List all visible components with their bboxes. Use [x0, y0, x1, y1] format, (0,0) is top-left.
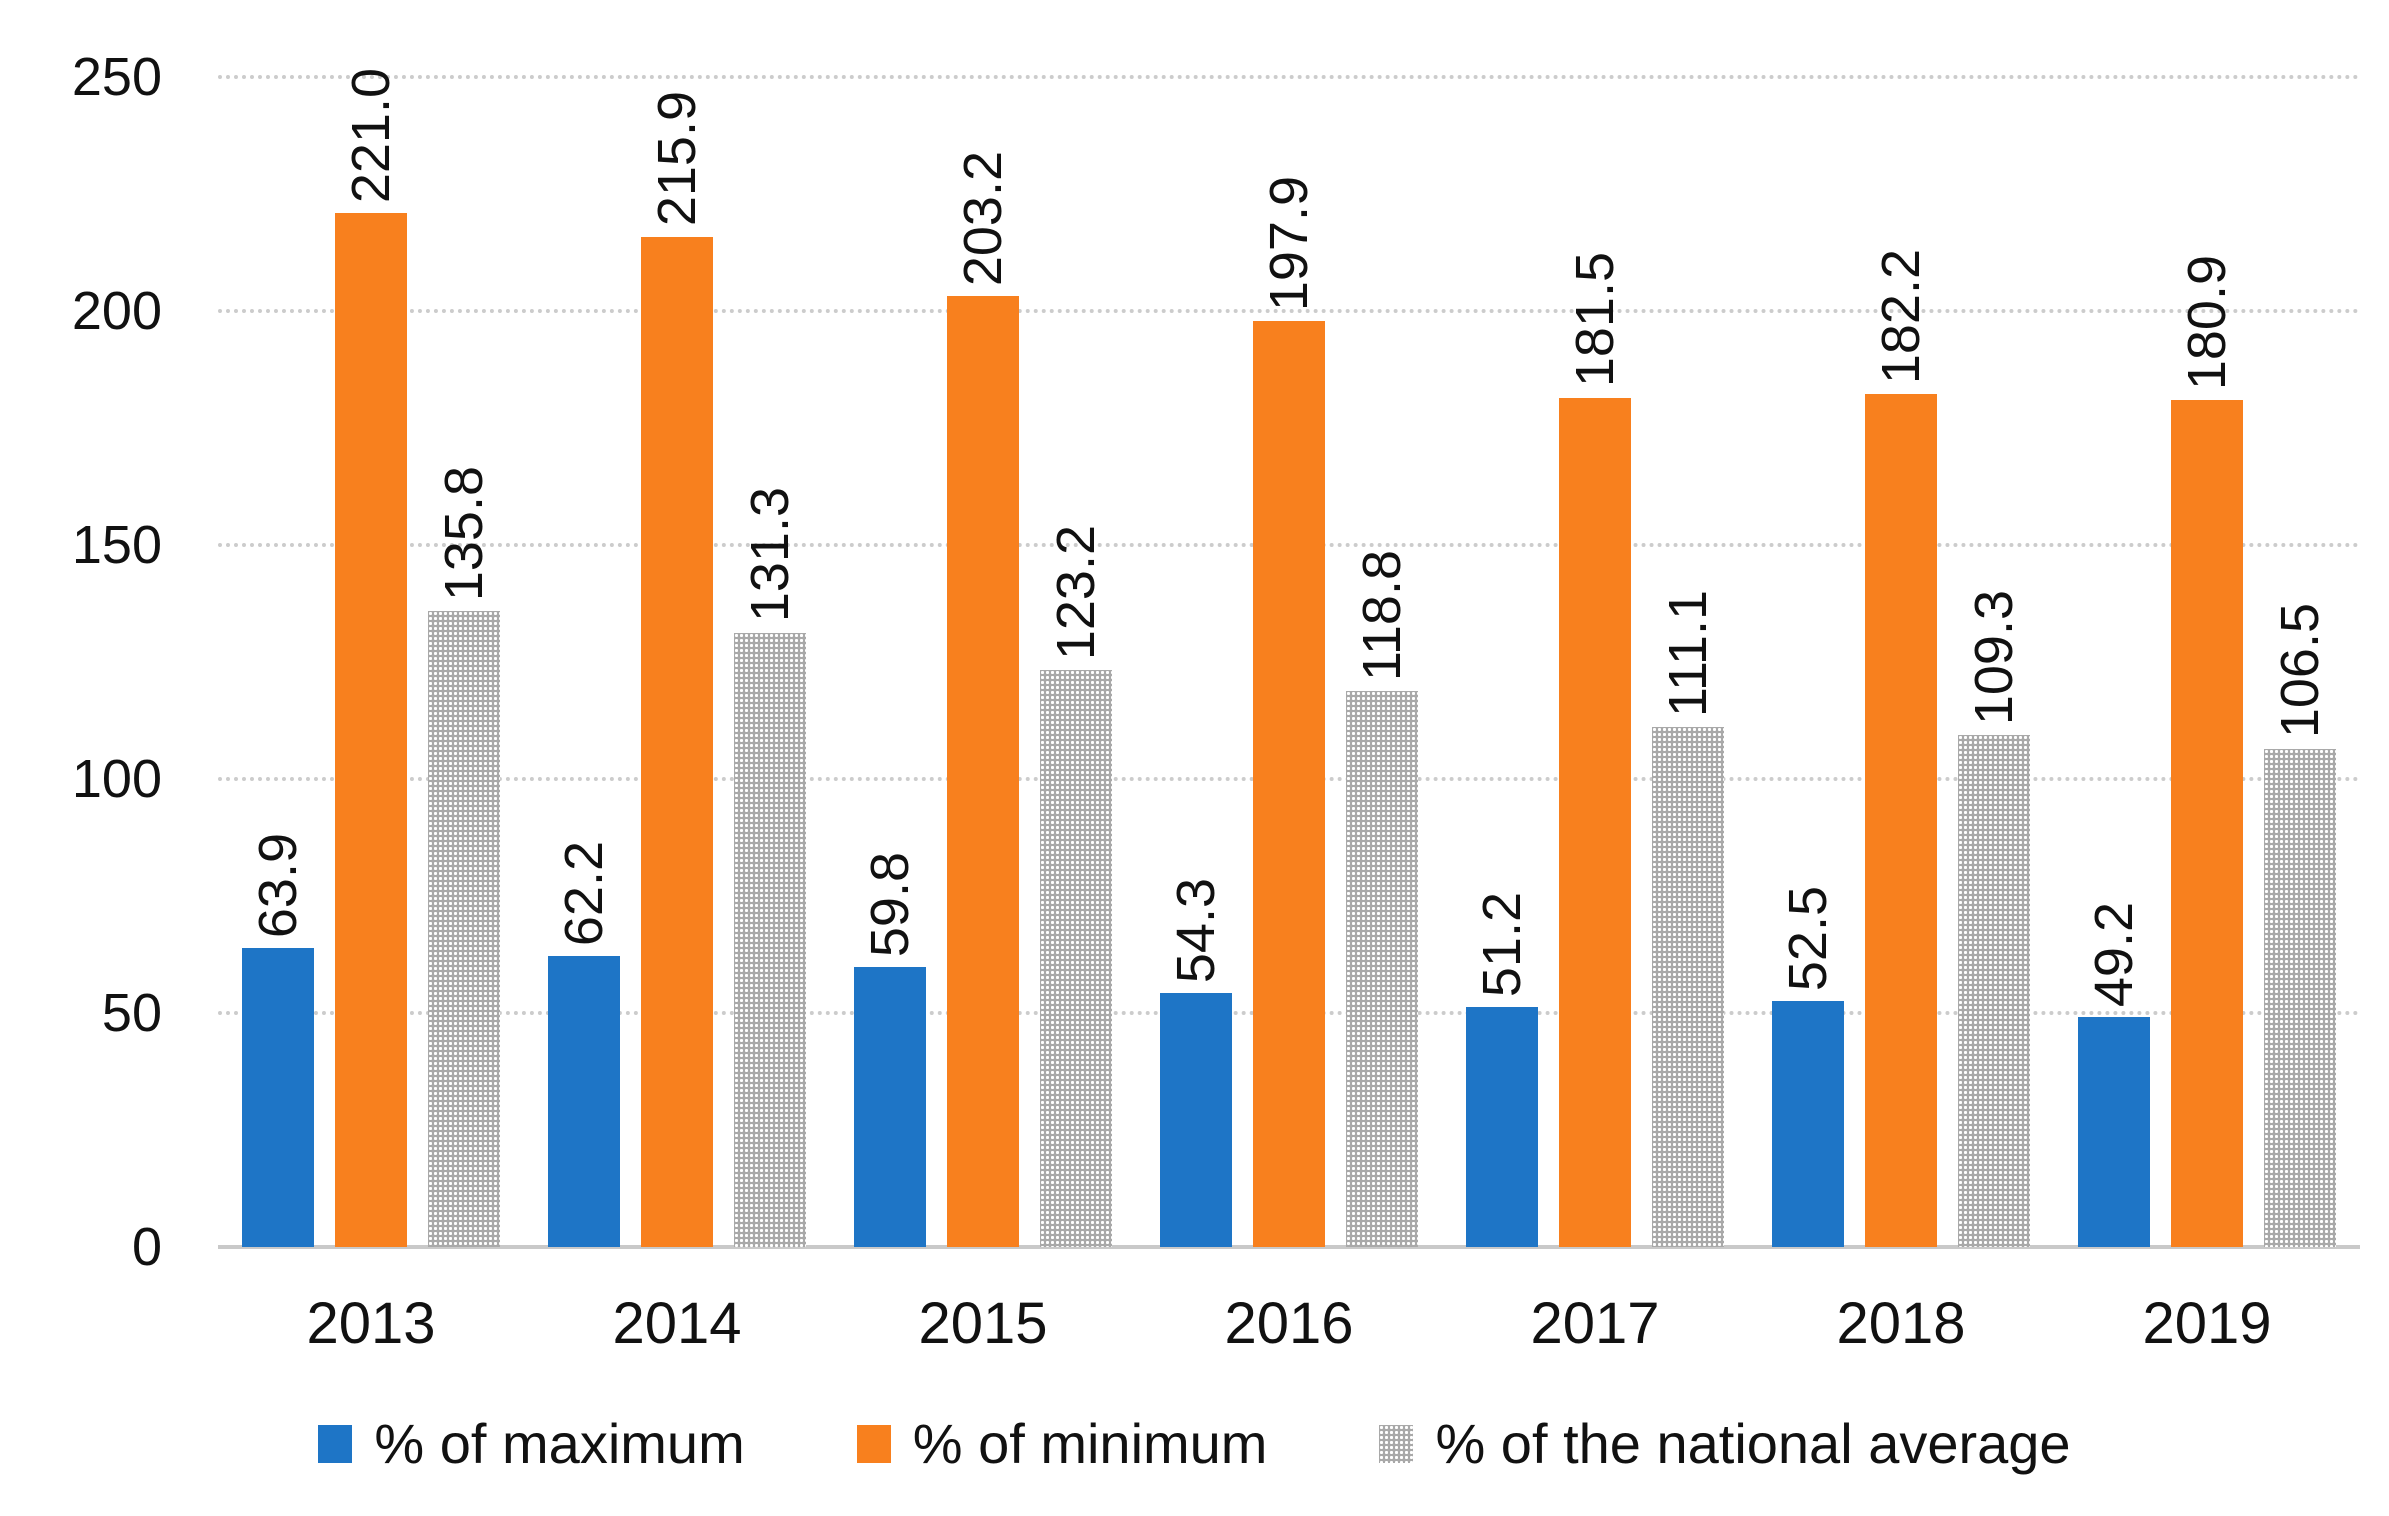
- y-tick-label-50: 50: [101, 983, 162, 1043]
- legend-item: % of minimum: [856, 1412, 1268, 1476]
- bar-2013-of-minimum: 221.0: [335, 68, 407, 1247]
- y-tick-label-0: 0: [131, 1217, 162, 1277]
- bar-group-2018: 52.5 182.2 109.3: [1748, 77, 2054, 1247]
- bar-group-2015: 59.8 203.2 123.2: [830, 77, 1136, 1247]
- y-tick-label-250: 250: [71, 47, 162, 107]
- bar-value-label: 63.9: [248, 832, 308, 938]
- x-tick-label-2015: 2015: [918, 1291, 1048, 1356]
- bar-2017-of-the-national-average: 111.1: [1652, 590, 1724, 1247]
- legend-item: % of maximum: [318, 1412, 745, 1476]
- legend-label: % of minimum: [912, 1412, 1268, 1475]
- bar-value-label: 49.2: [2084, 901, 2144, 1007]
- bar-value-label: 52.5: [1778, 886, 1838, 992]
- bar-2016-of-the-national-average: 118.8: [1346, 550, 1418, 1247]
- bar-2018-of-maximum: 52.5: [1772, 886, 1844, 1247]
- y-gridline-200: [218, 309, 2360, 313]
- bar-2013-of-maximum: 63.9: [242, 833, 314, 1247]
- x-tick-label-2018: 2018: [1836, 1291, 1966, 1356]
- x-tick-label-2017: 2017: [1530, 1291, 1660, 1356]
- legend: % of maximum % of minimum % of the nationa…: [0, 1412, 2389, 1476]
- bar-2016-of-maximum: 54.3: [1160, 878, 1232, 1247]
- bar-value-label: 118.8: [1352, 549, 1412, 682]
- legend-label: % of maximum: [374, 1412, 745, 1475]
- y-gridline-250: [218, 75, 2360, 79]
- x-tick-label-2016: 2016: [1224, 1291, 1354, 1356]
- bar-value-label: 135.8: [434, 466, 494, 602]
- bar-2015-of-the-national-average: 123.2: [1040, 525, 1112, 1247]
- bar-2017-of-minimum: 181.5: [1559, 252, 1631, 1247]
- legend-swatch: [856, 1425, 891, 1463]
- bar-value-label: 59.8: [860, 852, 920, 958]
- legend-swatch: [318, 1425, 353, 1463]
- bar-value-label: 180.9: [2177, 255, 2237, 391]
- bar-2018-of-the-national-average: 109.3: [1958, 590, 2030, 1247]
- bar-group-2017: 51.2 181.5 111.1: [1442, 77, 1748, 1247]
- bar-group-2019: 49.2 180.9 106.5: [2054, 77, 2360, 1247]
- bar-value-label: 51.2: [1472, 892, 1532, 998]
- bar-2019-of-maximum: 49.2: [2078, 902, 2150, 1247]
- bar-value-label: 203.2: [953, 150, 1013, 287]
- bar-value-label: 181.5: [1565, 252, 1625, 388]
- bar-2015-of-maximum: 59.8: [854, 852, 926, 1247]
- bar-value-label: 123.2: [1046, 525, 1106, 661]
- y-tick-label-150: 150: [71, 515, 162, 575]
- legend-label: % of the national average: [1435, 1412, 2071, 1475]
- bar-2013-of-the-national-average: 135.8: [428, 466, 500, 1247]
- bar-value-label: 109.3: [1964, 590, 2024, 726]
- bar-value-label: 62.2: [554, 840, 614, 946]
- bar-value-label: 215.9: [647, 91, 707, 227]
- x-axis-tick-labels: 2013 2014 2015 2016 2017 2018 2019: [218, 1292, 2360, 1356]
- bar-value-label: 106.5: [2270, 603, 2330, 739]
- bar-2018-of-minimum: 182.2: [1865, 249, 1937, 1247]
- y-gridline-0: [218, 1245, 2360, 1249]
- bar-2019-of-minimum: 180.9: [2171, 255, 2243, 1247]
- x-tick-label-2013: 2013: [306, 1291, 436, 1356]
- bar-group-2013: 63.9 221.0 135.8: [218, 68, 524, 1247]
- bar-value-label: 111.1: [1658, 589, 1718, 718]
- bar-value-label: 197.9: [1259, 175, 1319, 311]
- bar-value-label: 54.3: [1166, 877, 1226, 983]
- bar-2014-of-minimum: 215.9: [641, 91, 713, 1247]
- x-tick-label-2019: 2019: [2142, 1291, 2272, 1356]
- bar-2014-of-the-national-average: 131.3: [734, 487, 806, 1247]
- bar-value-label: 221.0: [341, 67, 401, 203]
- bar-group-2014: 62.2 215.9 131.3: [524, 77, 830, 1247]
- bar-groups: 63.9 221.0 135.8 62.2 215.9 131.3 59.8 203.2 123…: [218, 68, 2360, 1247]
- y-tick-label-100: 100: [71, 749, 162, 809]
- bar-2019-of-the-national-average: 106.5: [2264, 603, 2336, 1247]
- bar-value-label: 182.2: [1871, 249, 1931, 385]
- bar-2016-of-minimum: 197.9: [1253, 176, 1325, 1247]
- bar-2017-of-maximum: 51.2: [1466, 892, 1538, 1247]
- legend-swatch: [1379, 1425, 1414, 1463]
- x-tick-label-2014: 2014: [612, 1291, 742, 1356]
- bar-group-2016: 54.3 197.9 118.8: [1136, 77, 1442, 1247]
- bar-value-label: 131.3: [740, 487, 800, 623]
- y-tick-label-200: 200: [71, 281, 162, 341]
- legend-item: % of the national average: [1379, 1412, 2071, 1476]
- bar-2015-of-minimum: 203.2: [947, 151, 1019, 1247]
- bar-2014-of-maximum: 62.2: [548, 841, 620, 1247]
- plot-area: 63.9 221.0 135.8 62.2 215.9 131.3 59.8 203.2 123…: [218, 68, 2360, 1249]
